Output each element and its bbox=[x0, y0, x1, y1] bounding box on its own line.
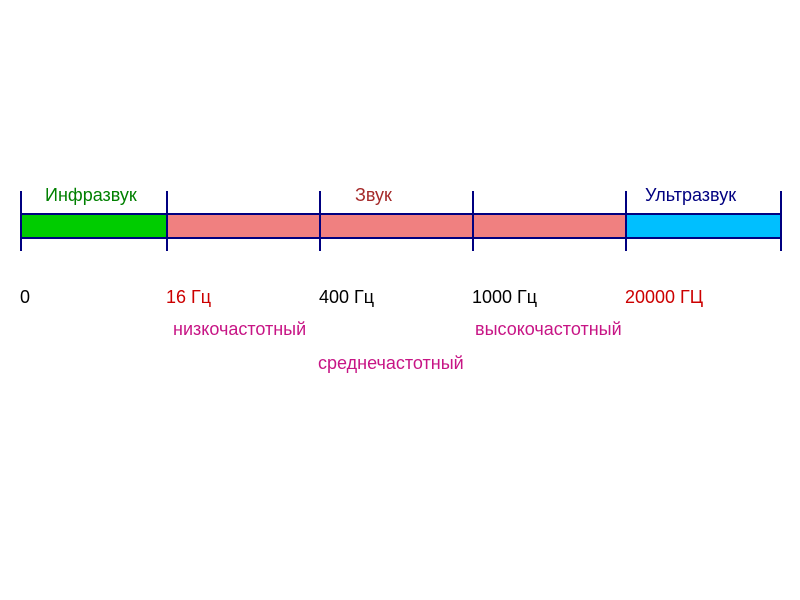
segment-midfreq bbox=[319, 213, 472, 239]
freq-0: 0 bbox=[20, 287, 30, 308]
title-ultrasound: Ультразвук bbox=[645, 185, 736, 206]
sub-label-row: низкочастотный высокочастотный bbox=[20, 319, 780, 347]
segment-highfreq bbox=[472, 213, 625, 239]
freq-20000hz: 20000 ГЦ bbox=[625, 287, 703, 308]
freq-label-row: 0 16 Гц 400 Гц 1000 Гц 20000 ГЦ bbox=[20, 287, 780, 317]
tick-3 bbox=[472, 191, 474, 251]
title-infrasound: Инфразвук bbox=[45, 185, 137, 206]
segment-ultrasound bbox=[625, 213, 780, 239]
freq-1000hz: 1000 Гц bbox=[472, 287, 537, 308]
sub-midfreq: среднечастотный bbox=[318, 353, 464, 374]
tick-2 bbox=[319, 191, 321, 251]
mid-label-row: среднечастотный bbox=[20, 353, 780, 381]
tick-5 bbox=[780, 191, 782, 251]
freq-16hz: 16 Гц bbox=[166, 287, 211, 308]
sound-spectrum-diagram: Инфразвук Звук Ультразвук 0 16 Гц 400 Гц… bbox=[20, 185, 780, 381]
tick-1 bbox=[166, 191, 168, 251]
sub-lowfreq: низкочастотный bbox=[173, 319, 306, 340]
tick-4 bbox=[625, 191, 627, 251]
segment-infrasound bbox=[20, 213, 166, 239]
title-row: Инфразвук Звук Ультразвук bbox=[20, 185, 780, 213]
tick-row bbox=[20, 239, 780, 269]
segment-lowfreq bbox=[166, 213, 319, 239]
tick-0 bbox=[20, 191, 22, 251]
title-sound: Звук bbox=[355, 185, 392, 206]
spectrum-bar bbox=[20, 213, 780, 239]
sub-highfreq: высокочастотный bbox=[475, 319, 622, 340]
freq-400hz: 400 Гц bbox=[319, 287, 374, 308]
